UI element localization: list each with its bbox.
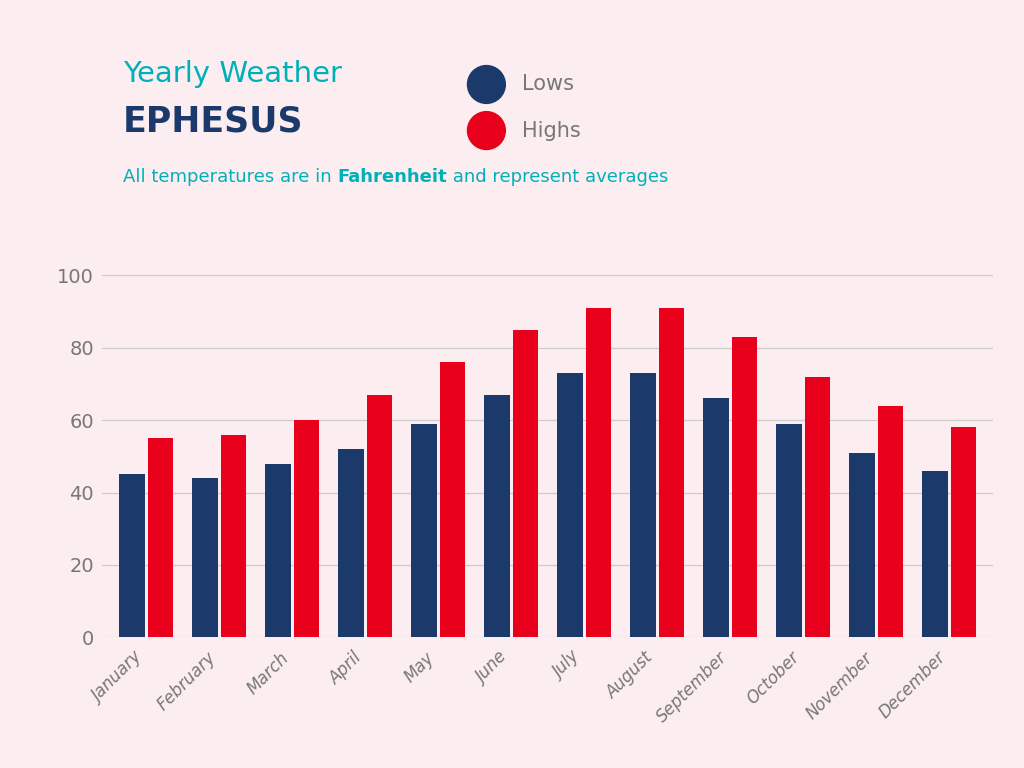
Text: Yearly Weather: Yearly Weather [123,61,342,88]
Text: All temperatures are in: All temperatures are in [123,168,337,186]
Bar [631,373,656,637]
Bar [221,435,246,637]
Bar [294,420,319,637]
Bar [367,395,392,637]
Text: Lows: Lows [522,74,574,94]
Bar [338,449,364,637]
Text: and represent averages: and represent averages [446,168,669,186]
Circle shape [468,65,505,104]
Bar [805,376,830,637]
Bar [147,439,173,637]
Bar [265,464,291,637]
Text: EPHESUS: EPHESUS [123,104,303,138]
Bar [119,475,144,637]
Bar [412,424,437,637]
Bar [732,336,758,637]
Bar [951,427,977,637]
Bar [513,329,539,637]
Bar [557,373,583,637]
Text: Fahrenheit: Fahrenheit [337,168,446,186]
Text: Highs: Highs [522,121,581,141]
Bar [193,478,218,637]
Bar [878,406,903,637]
Bar [850,452,874,637]
Bar [703,399,729,637]
Bar [586,308,611,637]
Bar [776,424,802,637]
Bar [484,395,510,637]
Bar [439,362,465,637]
Bar [658,308,684,637]
Circle shape [468,111,505,150]
Bar [923,471,948,637]
